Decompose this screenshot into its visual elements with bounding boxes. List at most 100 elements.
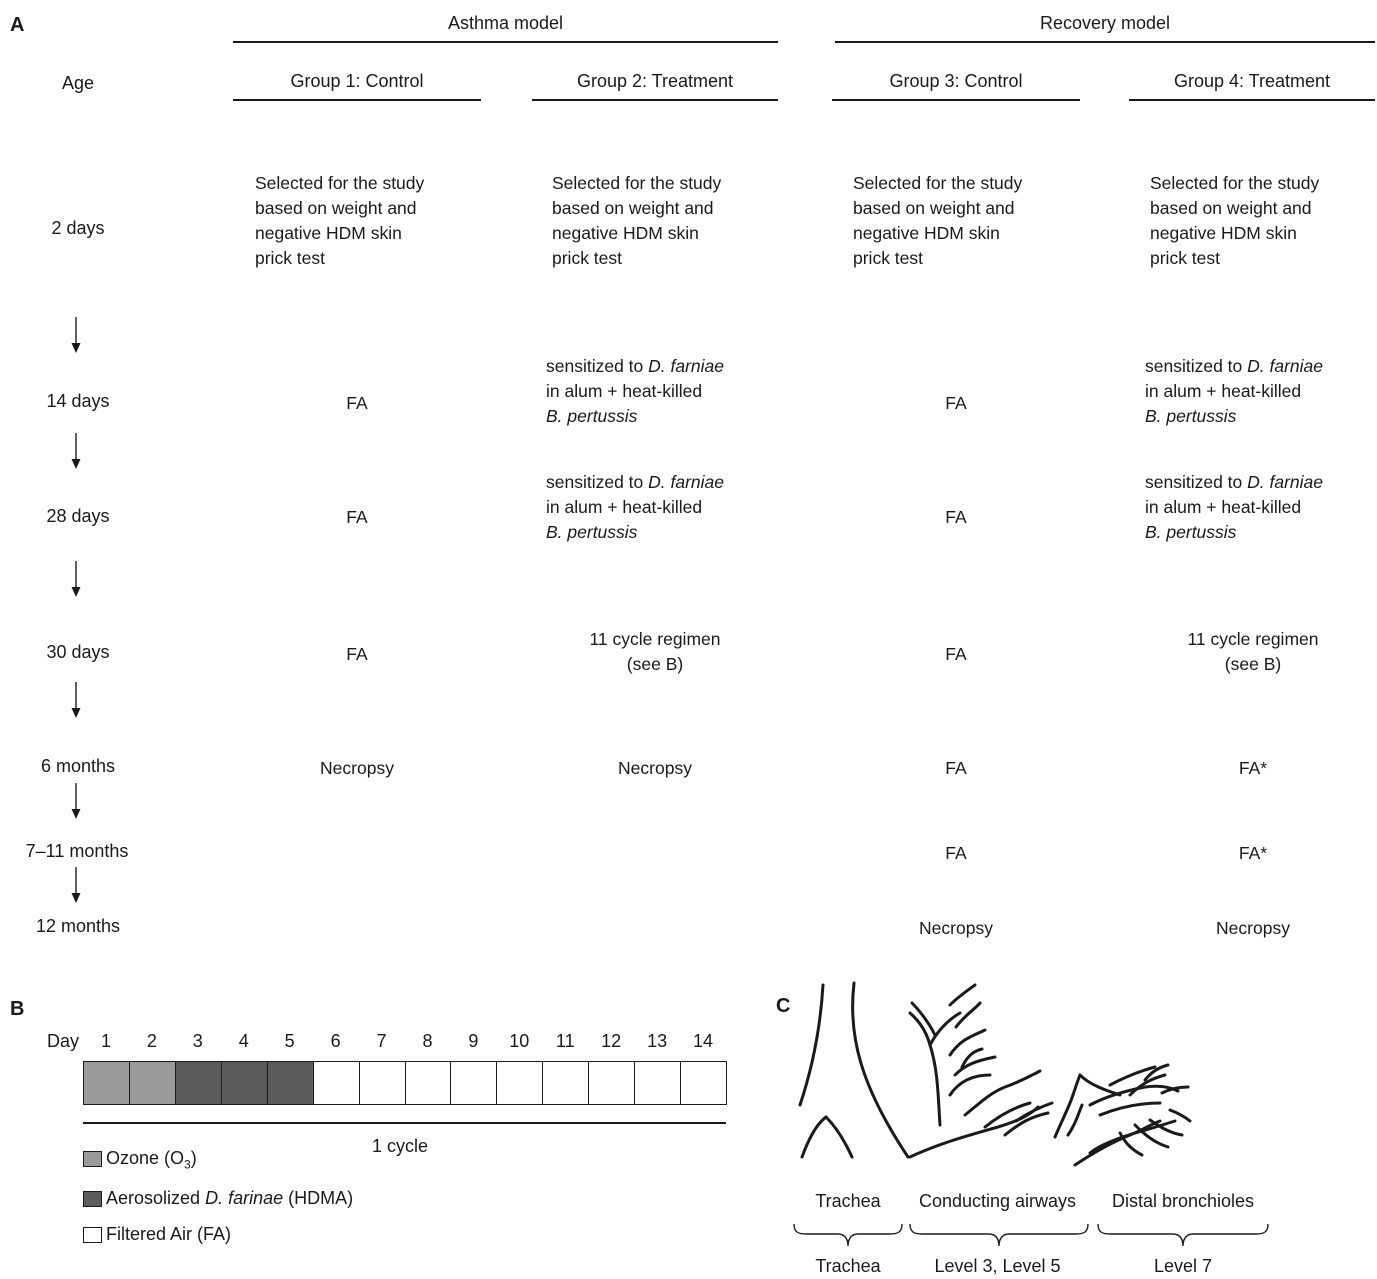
day-axis-label: Day (47, 1031, 80, 1051)
selected-text-group-2: Selected for the study based on weight an… (552, 173, 722, 268)
down-arrow-icon (70, 561, 82, 597)
region-conducting-airways-label: Conducting airways (918, 1191, 1077, 1211)
day-cell-fa (496, 1061, 544, 1105)
down-arrow-icon (70, 433, 82, 469)
day-number-label: 5 (284, 1031, 295, 1051)
ozone-legend-label: Ozone (O3) (106, 1148, 197, 1172)
age-28-days: 28 days (46, 506, 110, 526)
day-number-label: 3 (192, 1031, 203, 1051)
day-cell-ozone (128, 1061, 177, 1105)
day-cell-fa (312, 1061, 360, 1105)
group-1-header: Group 1: Control (290, 71, 424, 91)
group-3-rule (832, 99, 1080, 101)
group-2-rule (532, 99, 778, 101)
age-6-months: 6 months (40, 756, 116, 776)
regimen-group-4: 11 cycle regimen (see B) (1187, 629, 1319, 674)
day-number-label: 2 (146, 1031, 157, 1051)
day-cell-hdma (174, 1061, 222, 1105)
age-30-days: 30 days (46, 642, 110, 662)
sensitized-group-4-14d: sensitized to D. farniae in alum + heat-… (1145, 356, 1324, 426)
day-cell-fa (542, 1061, 590, 1105)
age-7-11-months: 7–11 months (25, 841, 129, 861)
cycle-rule (83, 1122, 726, 1124)
recovery-model-rule (835, 41, 1375, 43)
down-arrow-icon (70, 317, 82, 353)
fa-group-3-28d: FA (945, 507, 967, 527)
day-number-label: 9 (468, 1031, 479, 1051)
day-number-label: 10 (509, 1031, 530, 1051)
necropsy-group-2: Necropsy (618, 758, 692, 778)
day-cell-fa (680, 1061, 728, 1105)
day-number-label: 11 (555, 1031, 575, 1051)
age-2-days: 2 days (51, 218, 105, 238)
fa-group-3-14d: FA (945, 393, 967, 413)
down-arrow-icon (70, 682, 82, 718)
group-3-header: Group 3: Control (889, 71, 1023, 91)
down-arrow-icon (70, 783, 82, 819)
fa-group-1-14d: FA (346, 393, 368, 413)
recovery-model-header: Recovery model (1039, 13, 1171, 33)
day-cell-fa (358, 1061, 406, 1105)
day-cell-fa (634, 1061, 682, 1105)
regimen-group-2: 11 cycle regimen (see B) (589, 629, 721, 674)
group-1-rule (233, 99, 481, 101)
fa-star-group-4-6m: FA* (1238, 758, 1268, 778)
day-cell-hdma (220, 1061, 268, 1105)
day-number-label: 4 (238, 1031, 249, 1051)
fa-group-1-30d: FA (346, 644, 368, 664)
sensitized-group-4-28d: sensitized to D. farniae in alum + heat-… (1145, 472, 1324, 542)
region-trachea-label: Trachea (815, 1191, 881, 1211)
day-cell-ozone (83, 1061, 131, 1105)
panel-a-label: A (10, 14, 25, 36)
day-cell-hdma (266, 1061, 314, 1105)
age-header: Age (61, 73, 95, 93)
group-2-header: Group 2: Treatment (576, 71, 734, 91)
age-14-days: 14 days (46, 391, 110, 411)
asthma-model-header: Asthma model (447, 13, 564, 33)
group-4-header: Group 4: Treatment (1173, 71, 1331, 91)
fa-group-1-28d: FA (346, 507, 368, 527)
level-3-5-label: Level 3, Level 5 (934, 1256, 1061, 1276)
fa-group-3-30d: FA (945, 644, 967, 664)
cycle-label: 1 cycle (372, 1136, 429, 1156)
sensitized-group-2-28d: sensitized to D. farniae in alum + heat-… (546, 472, 725, 542)
fa-legend-label: Filtered Air (FA) (106, 1224, 232, 1244)
day-number-label: 12 (601, 1031, 622, 1051)
necropsy-group-4: Necropsy (1216, 918, 1290, 938)
sensitized-group-2-14d: sensitized to D. farniae in alum + heat-… (546, 356, 725, 426)
selected-text-group-1: Selected for the study based on weight an… (255, 173, 425, 268)
age-12-months: 12 months (35, 916, 121, 936)
day-number-label: 13 (647, 1031, 668, 1051)
panel-c-label: C (776, 995, 791, 1017)
fa-group-3-7-11m: FA (945, 843, 967, 863)
fa-group-3-6m: FA (945, 758, 967, 778)
group-4-rule (1129, 99, 1375, 101)
day-cell-fa (450, 1061, 498, 1105)
day-number-label: 1 (100, 1031, 111, 1051)
day-number-label: 7 (376, 1031, 387, 1051)
airway-tree-illustration (798, 981, 1192, 1167)
asthma-model-rule (233, 41, 778, 43)
conducting-airways-brace-icon (909, 1223, 1089, 1247)
ozone-legend-swatch (83, 1151, 102, 1167)
down-arrow-icon (70, 867, 82, 903)
day-number-label: 8 (422, 1031, 433, 1051)
panel-b-label: B (10, 998, 25, 1020)
level-7-label: Level 7 (1153, 1256, 1213, 1276)
level-trachea-label: Trachea (815, 1256, 881, 1276)
selected-text-group-3: Selected for the study based on weight an… (853, 173, 1023, 268)
region-distal-bronchioles-label: Distal bronchioles (1111, 1191, 1255, 1211)
day-number-label: 6 (330, 1031, 341, 1051)
trachea-brace-icon (793, 1223, 903, 1247)
fa-legend-swatch (83, 1227, 102, 1243)
necropsy-group-3: Necropsy (919, 918, 993, 938)
day-cell-fa (404, 1061, 452, 1105)
necropsy-group-1: Necropsy (320, 758, 394, 778)
selected-text-group-4: Selected for the study based on weight an… (1150, 173, 1320, 268)
day-number-label: 14 (693, 1031, 714, 1051)
hdma-legend-swatch (83, 1191, 102, 1207)
distal-bronchioles-brace-icon (1097, 1223, 1269, 1247)
fa-star-group-4-7-11m: FA* (1238, 843, 1268, 863)
hdma-legend-label: Aerosolized D. farinae (HDMA) (106, 1188, 354, 1208)
day-cell-fa (588, 1061, 636, 1105)
